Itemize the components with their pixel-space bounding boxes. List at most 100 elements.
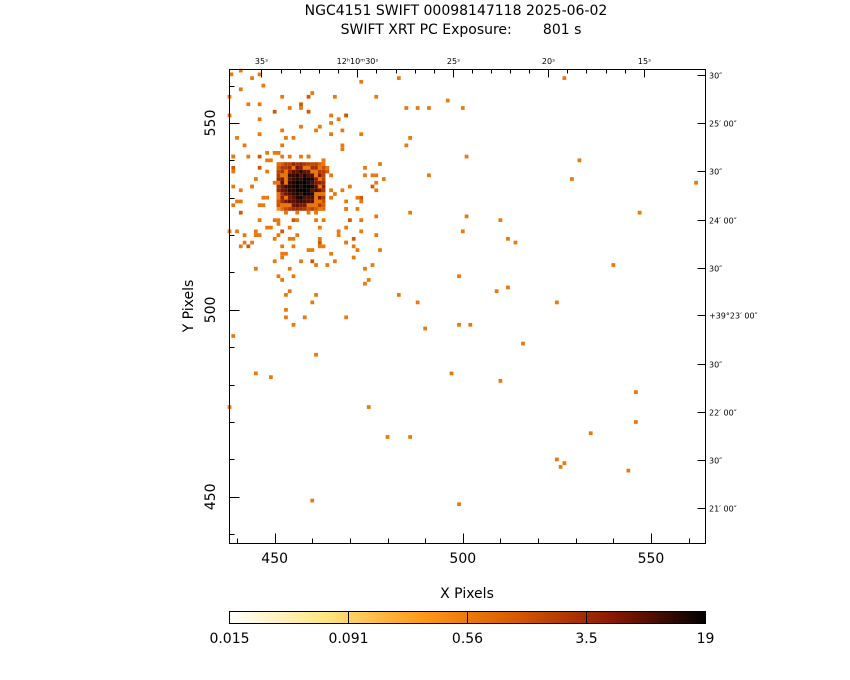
halo-pixel (314, 203, 318, 208)
source-pixel (291, 195, 296, 200)
photon-pixel (385, 435, 390, 439)
halo-pixel (291, 218, 296, 223)
source-pixel (295, 199, 300, 204)
halo-pixel (257, 117, 262, 122)
halo-pixel (329, 251, 333, 256)
photon-pixel (310, 498, 315, 503)
halo-pixel (329, 188, 333, 193)
source-pixel (276, 173, 281, 178)
source-pixel (295, 177, 300, 181)
halo-pixel (231, 203, 236, 208)
photon-pixel (562, 76, 567, 80)
source-pixel (321, 188, 326, 193)
halo-pixel (276, 192, 281, 196)
source-pixel (302, 184, 307, 189)
halo-pixel (265, 195, 270, 200)
source-pixel (284, 188, 288, 193)
source-pixel (321, 184, 326, 189)
halo-pixel (329, 132, 333, 137)
photon-pixel (415, 300, 420, 305)
halo-pixel (250, 240, 254, 245)
y-tick-labels: 450 500 550 (203, 110, 219, 511)
halo-pixel (295, 218, 300, 223)
halo-pixel (272, 236, 277, 241)
source-pixel (299, 203, 303, 208)
halo-pixel (329, 121, 333, 125)
photon-pixel (611, 263, 616, 267)
halo-pixel (314, 173, 318, 178)
halo-pixel (284, 136, 288, 140)
source-pixel (302, 180, 307, 185)
source-pixel (299, 188, 303, 193)
halo-pixel (340, 143, 345, 148)
source-pixel (284, 199, 288, 204)
halo-pixel (276, 195, 281, 200)
image-pixels (227, 68, 698, 507)
y-tick-label: 500 (203, 297, 219, 324)
photon-pixel (521, 341, 525, 346)
halo-pixel (359, 132, 364, 137)
source-pixel (302, 207, 307, 211)
halo-pixel (355, 195, 360, 200)
photon-pixel (366, 278, 371, 282)
source-pixel (314, 165, 318, 170)
source-pixel (287, 192, 292, 196)
source-pixel (284, 165, 288, 170)
photon-pixel (284, 293, 288, 297)
source-pixel (314, 162, 318, 166)
photon-pixel (253, 371, 258, 376)
source-pixel (287, 188, 292, 193)
source-pixel (321, 203, 326, 208)
source-pixel (287, 195, 292, 200)
photon-pixel (242, 240, 247, 245)
source-pixel (276, 207, 281, 211)
halo-pixel (295, 233, 300, 237)
halo-pixel (363, 165, 367, 170)
top-axis-labels: 35ˢ 12ʰ10ᵐ30ˢ 25ˢ 20ˢ 15ˢ (255, 57, 651, 66)
halo-pixel (257, 233, 262, 237)
halo-pixel (314, 263, 318, 267)
halo-pixel (284, 251, 288, 256)
halo-pixel (332, 259, 337, 264)
source-pixel (280, 188, 285, 193)
source-pixel (306, 177, 311, 181)
photon-pixel (634, 390, 638, 394)
photon-pixel (280, 94, 285, 99)
photon-pixel (562, 461, 567, 465)
x-tick-label: 450 (261, 551, 288, 567)
photon-pixel (423, 326, 428, 331)
source-pixel (299, 199, 303, 204)
source-pixel (310, 199, 315, 204)
photon-pixel (498, 218, 503, 223)
halo-pixel (370, 173, 375, 178)
halo-pixel (363, 173, 367, 178)
halo-pixel (355, 207, 360, 211)
halo-pixel (238, 199, 243, 204)
source-pixel (299, 165, 303, 170)
halo-pixel (348, 184, 352, 189)
halo-pixel (276, 180, 281, 185)
photon-pixel (302, 315, 307, 320)
photon-pixel (415, 106, 420, 110)
photon-pixel (408, 136, 412, 140)
photon-pixel (310, 91, 315, 95)
source-pixel (291, 192, 296, 196)
photon-pixel (374, 94, 379, 99)
source-pixel (295, 192, 300, 196)
photon-pixel (351, 255, 356, 260)
halo-pixel (238, 188, 243, 193)
colorbar-label: 0.091 (328, 631, 368, 647)
source-pixel (321, 162, 326, 166)
halo-pixel (272, 109, 277, 114)
source-pixel (302, 199, 307, 204)
halo-pixel (325, 165, 330, 170)
halo-pixel (269, 158, 273, 163)
halo-pixel (295, 210, 300, 215)
photon-pixel (246, 102, 251, 107)
halo-pixel (302, 165, 307, 170)
source-pixel (317, 195, 322, 200)
halo-pixel (332, 192, 337, 196)
halo-pixel (235, 199, 239, 204)
photon-pixel (457, 322, 461, 327)
halo-pixel (306, 94, 311, 99)
